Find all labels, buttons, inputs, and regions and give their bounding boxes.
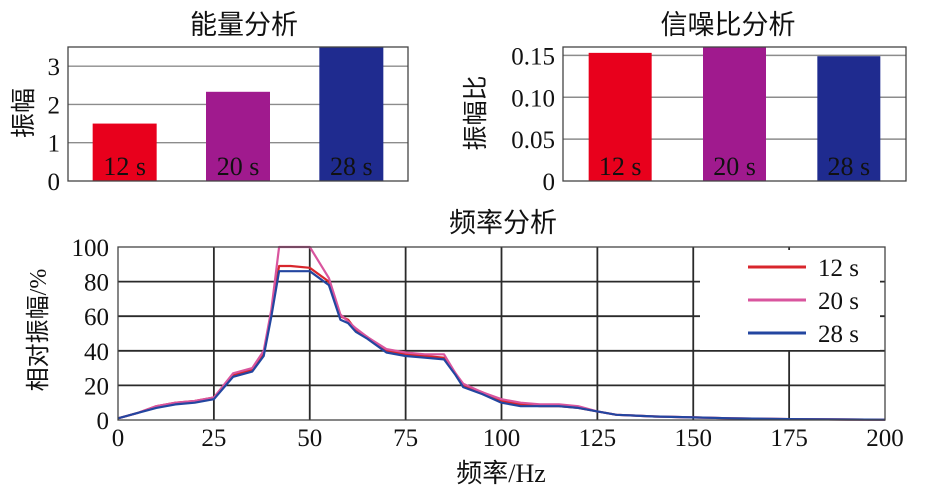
- bar: [817, 56, 881, 181]
- frequency-chart-xlabel: 频率/Hz: [456, 459, 546, 488]
- y-tick-label: 20: [84, 373, 109, 400]
- x-tick-label: 175: [770, 425, 808, 452]
- legend-label: 20 s: [818, 288, 859, 315]
- frequency-chart-frame: [117, 246, 886, 421]
- x-tick-label: 50: [297, 425, 322, 452]
- y-tick-label: 0.15: [511, 43, 555, 70]
- y-tick-label: 80: [84, 270, 109, 297]
- bar: [588, 52, 652, 181]
- x-tick-label: 200: [866, 425, 904, 452]
- snr-chart: 信噪比分析 振幅比 0 0.05 0.10 0.15 12 s 20 s 28 s: [462, 10, 907, 196]
- snr-chart-y-ticks: 0 0.05 0.10 0.15: [511, 43, 555, 196]
- y-tick-label: 2: [48, 92, 61, 119]
- bar-category-label: 20 s: [217, 152, 260, 181]
- snr-chart-title: 信噪比分析: [661, 10, 796, 40]
- bar: [92, 123, 157, 181]
- x-tick-label: 25: [201, 425, 226, 452]
- frequency-chart-y-ticks: 0 20 40 60 80 100: [72, 235, 110, 435]
- energy-chart: 能量分析 振幅 0 1 2 3 12 s 20 s 28 s: [10, 10, 409, 196]
- energy-chart-y-ticks: 0 1 2 3: [48, 54, 61, 196]
- x-tick-label: 150: [675, 425, 713, 452]
- snr-chart-bars: [588, 47, 881, 181]
- y-tick-label: 60: [84, 304, 109, 331]
- x-tick-label: 100: [483, 425, 521, 452]
- x-tick-label: 125: [579, 425, 617, 452]
- energy-chart-title: 能量分析: [190, 10, 298, 40]
- x-tick-label: 75: [393, 425, 418, 452]
- bar: [703, 47, 766, 181]
- bar-category-label: 20 s: [713, 152, 756, 181]
- frequency-chart-ylabel: 相对振幅/%: [25, 269, 52, 392]
- bar-category-label: 28 s: [330, 152, 373, 181]
- y-tick-label: 3: [48, 54, 61, 81]
- snr-chart-bar-labels: 12 s 20 s 28 s: [599, 152, 870, 181]
- snr-chart-frame: [562, 46, 907, 182]
- y-tick-label: 100: [72, 235, 110, 262]
- bar-category-label: 12 s: [599, 152, 642, 181]
- bar: [319, 47, 384, 181]
- x-tick-label: 0: [112, 425, 125, 452]
- frequency-chart-x-ticks: 0 25 50 75 100 125 150 175 200: [112, 425, 904, 452]
- frequency-chart-title: 频率分析: [449, 208, 557, 238]
- series-line-28s: [117, 270, 886, 421]
- legend-label: 12 s: [818, 255, 859, 282]
- y-tick-label: 40: [84, 339, 109, 366]
- y-tick-label: 0.10: [511, 85, 555, 112]
- y-tick-label: 0: [543, 169, 556, 196]
- y-tick-label: 0: [48, 169, 61, 196]
- bar: [206, 91, 270, 181]
- energy-chart-bars: [92, 47, 384, 181]
- y-tick-label: 0.05: [511, 127, 555, 154]
- energy-chart-frame: [67, 46, 409, 182]
- frequency-chart-legend: 12 s 20 s 28 s: [700, 250, 880, 350]
- snr-chart-ylabel: 振幅比: [462, 75, 490, 150]
- legend-label: 28 s: [818, 321, 859, 348]
- energy-chart-ylabel: 振幅: [10, 88, 38, 138]
- bar-category-label: 28 s: [828, 152, 871, 181]
- y-tick-label: 1: [48, 131, 61, 158]
- bar-category-label: 12 s: [103, 152, 146, 181]
- frequency-chart-lines: [117, 245, 886, 421]
- energy-chart-bar-labels: 12 s 20 s 28 s: [103, 152, 372, 181]
- y-tick-label: 0: [97, 408, 110, 435]
